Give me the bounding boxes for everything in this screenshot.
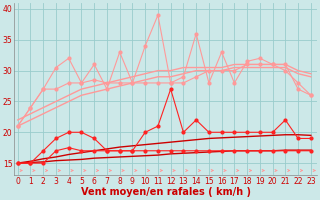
X-axis label: Vent moyen/en rafales ( km/h ): Vent moyen/en rafales ( km/h ) — [81, 187, 251, 197]
